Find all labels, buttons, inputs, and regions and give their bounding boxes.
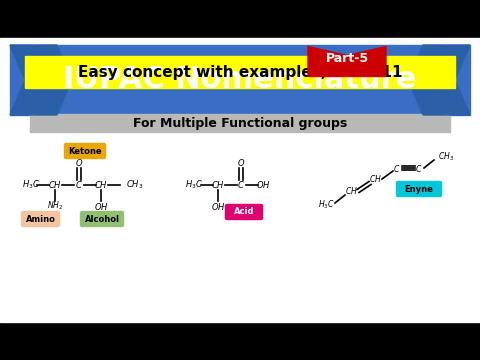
Text: $C$: $C$ xyxy=(415,162,423,174)
Text: $C$: $C$ xyxy=(75,180,83,190)
FancyBboxPatch shape xyxy=(64,144,106,158)
Text: $CH$: $CH$ xyxy=(345,185,358,197)
FancyBboxPatch shape xyxy=(81,211,123,226)
Text: $OH$: $OH$ xyxy=(211,201,225,211)
Text: $CH$: $CH$ xyxy=(48,180,62,190)
Text: For Multiple Functional groups: For Multiple Functional groups xyxy=(133,117,347,130)
Bar xyxy=(0,38,480,322)
FancyBboxPatch shape xyxy=(226,204,263,220)
Bar xyxy=(0,322,480,360)
Text: Easy concept with examples, Class 11: Easy concept with examples, Class 11 xyxy=(78,64,402,80)
Polygon shape xyxy=(308,46,386,77)
Text: $CH_3$: $CH_3$ xyxy=(438,151,454,163)
Polygon shape xyxy=(432,45,470,115)
Text: $NH_2$: $NH_2$ xyxy=(47,200,63,212)
Text: $CH$: $CH$ xyxy=(211,180,225,190)
Text: Part-5: Part-5 xyxy=(325,52,369,65)
Text: $CH_3$: $CH_3$ xyxy=(126,179,144,191)
Text: $H_3C$: $H_3C$ xyxy=(22,179,40,191)
FancyBboxPatch shape xyxy=(396,181,442,197)
Bar xyxy=(30,114,450,132)
Text: Enyne: Enyne xyxy=(405,184,433,194)
Bar xyxy=(25,56,455,88)
Text: Acid: Acid xyxy=(234,207,254,216)
Text: $OH$: $OH$ xyxy=(94,201,108,211)
Text: $O$: $O$ xyxy=(75,158,83,168)
Text: $C$: $C$ xyxy=(393,162,401,174)
Text: IUPAC Nomenclature: IUPAC Nomenclature xyxy=(63,66,417,94)
Polygon shape xyxy=(10,45,48,115)
Text: Alcohol: Alcohol xyxy=(84,215,120,224)
Polygon shape xyxy=(34,45,72,115)
Text: Ketone: Ketone xyxy=(68,147,102,156)
Bar xyxy=(0,0,480,38)
Text: $H_3C$: $H_3C$ xyxy=(185,179,203,191)
Text: $CH$: $CH$ xyxy=(369,174,382,184)
Text: $O$: $O$ xyxy=(237,158,245,168)
Text: Amino: Amino xyxy=(25,215,55,224)
FancyBboxPatch shape xyxy=(22,211,60,226)
Bar xyxy=(10,45,470,115)
Polygon shape xyxy=(408,45,446,115)
Text: $OH$: $OH$ xyxy=(256,180,270,190)
Text: $H_3C$: $H_3C$ xyxy=(318,199,335,211)
Text: $C$: $C$ xyxy=(237,180,245,190)
Text: $CH$: $CH$ xyxy=(94,180,108,190)
